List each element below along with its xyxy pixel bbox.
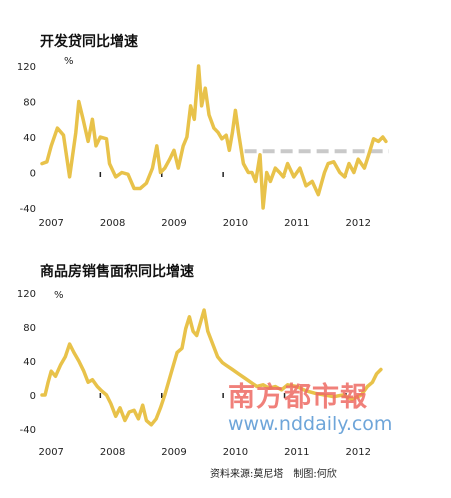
x-tick-label: 2008 [100,447,125,458]
x-tick-label: 2011 [284,218,309,229]
x-tick-label: 2009 [161,218,186,229]
y-tick-label: 0 [30,391,36,402]
x-tick-label: 2007 [38,218,63,229]
unit-label: % [64,56,74,67]
chart-development-loans: 120 80 40 0 -40% 2007 2008 2009 2010 2011 2012 [17,56,389,229]
series-line [40,64,388,210]
y-tick-label: 120 [17,289,36,300]
chart-title-housing-sales: 商品房销售面积同比增速 [40,264,194,280]
x-tick-label: 2009 [161,447,186,458]
y-tick-label: 0 [30,169,36,180]
x-tick-label: 2010 [223,218,248,229]
x-tick-label: 2010 [223,447,248,458]
chart-housing-sales: 120 80 40 0 -40% 2007 2008 2009 2010 2011 2012 [17,289,383,458]
chart-title-development-loans: 开发贷同比增速 [40,34,138,50]
x-tick-label: 2012 [346,447,371,458]
y-tick-label: 120 [17,62,36,73]
y-tick-label: 80 [23,323,36,334]
x-tick-label: 2011 [284,447,309,458]
x-tick-label: 2012 [346,218,371,229]
source-note: 资料来源:莫尼塔 制图:何欣 [210,469,337,480]
y-tick-label: 40 [23,357,36,368]
x-tick-label: 2007 [38,447,63,458]
y-tick-label: -40 [20,425,36,436]
series-line [40,308,383,427]
unit-label: % [54,290,64,301]
x-tick-label: 2008 [100,218,125,229]
y-tick-label: 80 [23,98,36,109]
y-tick-label: 40 [23,133,36,144]
y-tick-label: -40 [20,204,36,215]
